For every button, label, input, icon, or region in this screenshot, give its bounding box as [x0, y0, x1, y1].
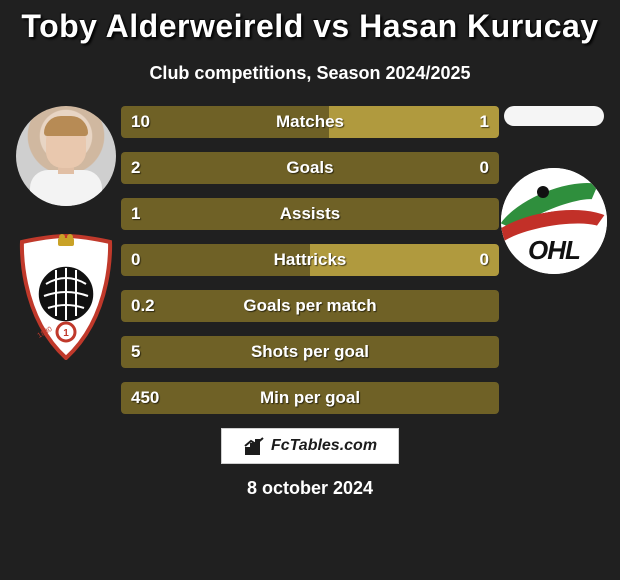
stat-row: 0.2Goals per match — [121, 290, 499, 322]
stat-row: 1Assists — [121, 198, 499, 230]
left-club-badge: 1 1880 — [14, 234, 118, 360]
stat-row: 450Min per goal — [121, 382, 499, 414]
stat-label: Matches — [121, 106, 499, 138]
stat-row: 00Hattricks — [121, 244, 499, 276]
date-label: 8 october 2024 — [0, 478, 620, 499]
brand-tag: FcTables.com — [221, 428, 399, 464]
page-title: Toby Alderweireld vs Hasan Kurucay — [0, 0, 620, 45]
stat-row: 101Matches — [121, 106, 499, 138]
right-player-photo-placeholder — [504, 106, 604, 126]
stat-label: Assists — [121, 198, 499, 230]
stat-label: Shots per goal — [121, 336, 499, 368]
stat-row: 5Shots per goal — [121, 336, 499, 368]
stat-row: 20Goals — [121, 152, 499, 184]
stat-label: Goals per match — [121, 290, 499, 322]
stat-label: Goals — [121, 152, 499, 184]
stat-label: Hattricks — [121, 244, 499, 276]
right-club-badge: OHL — [501, 168, 607, 274]
left-player-photo — [16, 106, 116, 206]
brand-label: FcTables.com — [271, 437, 377, 455]
stat-bars: 101Matches 20Goals 1Assists 00Hattricks 0.2G… — [121, 102, 499, 414]
left-column: 1 1880 — [6, 102, 126, 360]
page-subtitle: Club competitions, Season 2024/2025 — [0, 63, 620, 84]
svg-text:1: 1 — [63, 328, 69, 339]
comparison-stage: 1 1880 OHL 101Matches20Goals1Assists00Ha… — [0, 102, 620, 414]
stat-label: Min per goal — [121, 382, 499, 414]
right-column: OHL — [494, 102, 614, 274]
right-club-abbr: OHL — [501, 235, 607, 266]
